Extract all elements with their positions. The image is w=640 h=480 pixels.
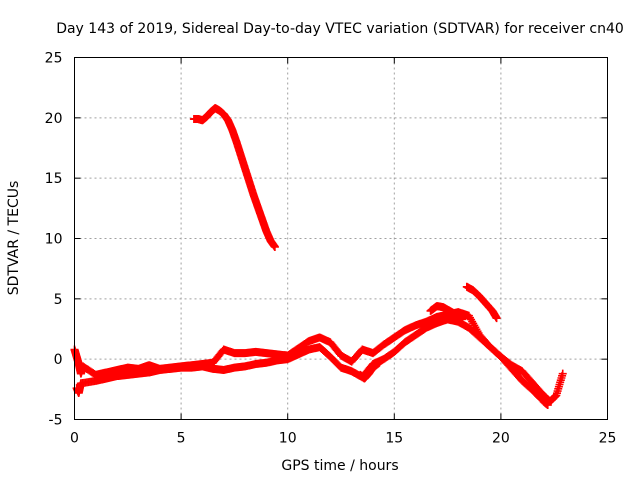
series-dip-arc <box>356 358 384 383</box>
x-tick-label: 20 <box>492 431 510 447</box>
tick-labels: 0 5 10 15 20 25 -5 0 5 10 15 20 25 <box>45 51 617 447</box>
data-point <box>270 242 279 251</box>
x-axis-label: GPS time / hours <box>281 458 398 474</box>
series-track-a <box>70 308 567 406</box>
series-short-arc <box>426 302 467 324</box>
y-tick-label: 10 <box>45 232 63 248</box>
series-late-arc <box>462 282 501 323</box>
x-tick-label: 15 <box>385 431 403 447</box>
x-tick-label: 10 <box>279 431 297 447</box>
data-point <box>492 314 501 323</box>
x-tick-label: 25 <box>599 431 617 447</box>
y-tick-label: 25 <box>45 51 63 67</box>
data-point <box>375 358 384 367</box>
data-point <box>543 401 552 410</box>
y-tick-label: 5 <box>54 292 63 308</box>
y-tick-label: 15 <box>45 171 63 187</box>
series-high-arc <box>189 104 279 251</box>
data-points <box>70 104 567 410</box>
y-tick-label: -5 <box>49 413 63 429</box>
plot-frame <box>74 57 608 420</box>
y-tick-label: 0 <box>54 352 63 368</box>
x-tick-label: 5 <box>177 431 186 447</box>
data-point <box>558 369 567 378</box>
chart-title: Day 143 of 2019, Sidereal Day-to-day VTE… <box>56 21 624 37</box>
y-tick-label: 20 <box>45 111 63 127</box>
x-tick-label: 0 <box>70 431 79 447</box>
y-axis-label: SDTVAR / TECUs <box>6 181 22 296</box>
data-point <box>458 315 467 324</box>
